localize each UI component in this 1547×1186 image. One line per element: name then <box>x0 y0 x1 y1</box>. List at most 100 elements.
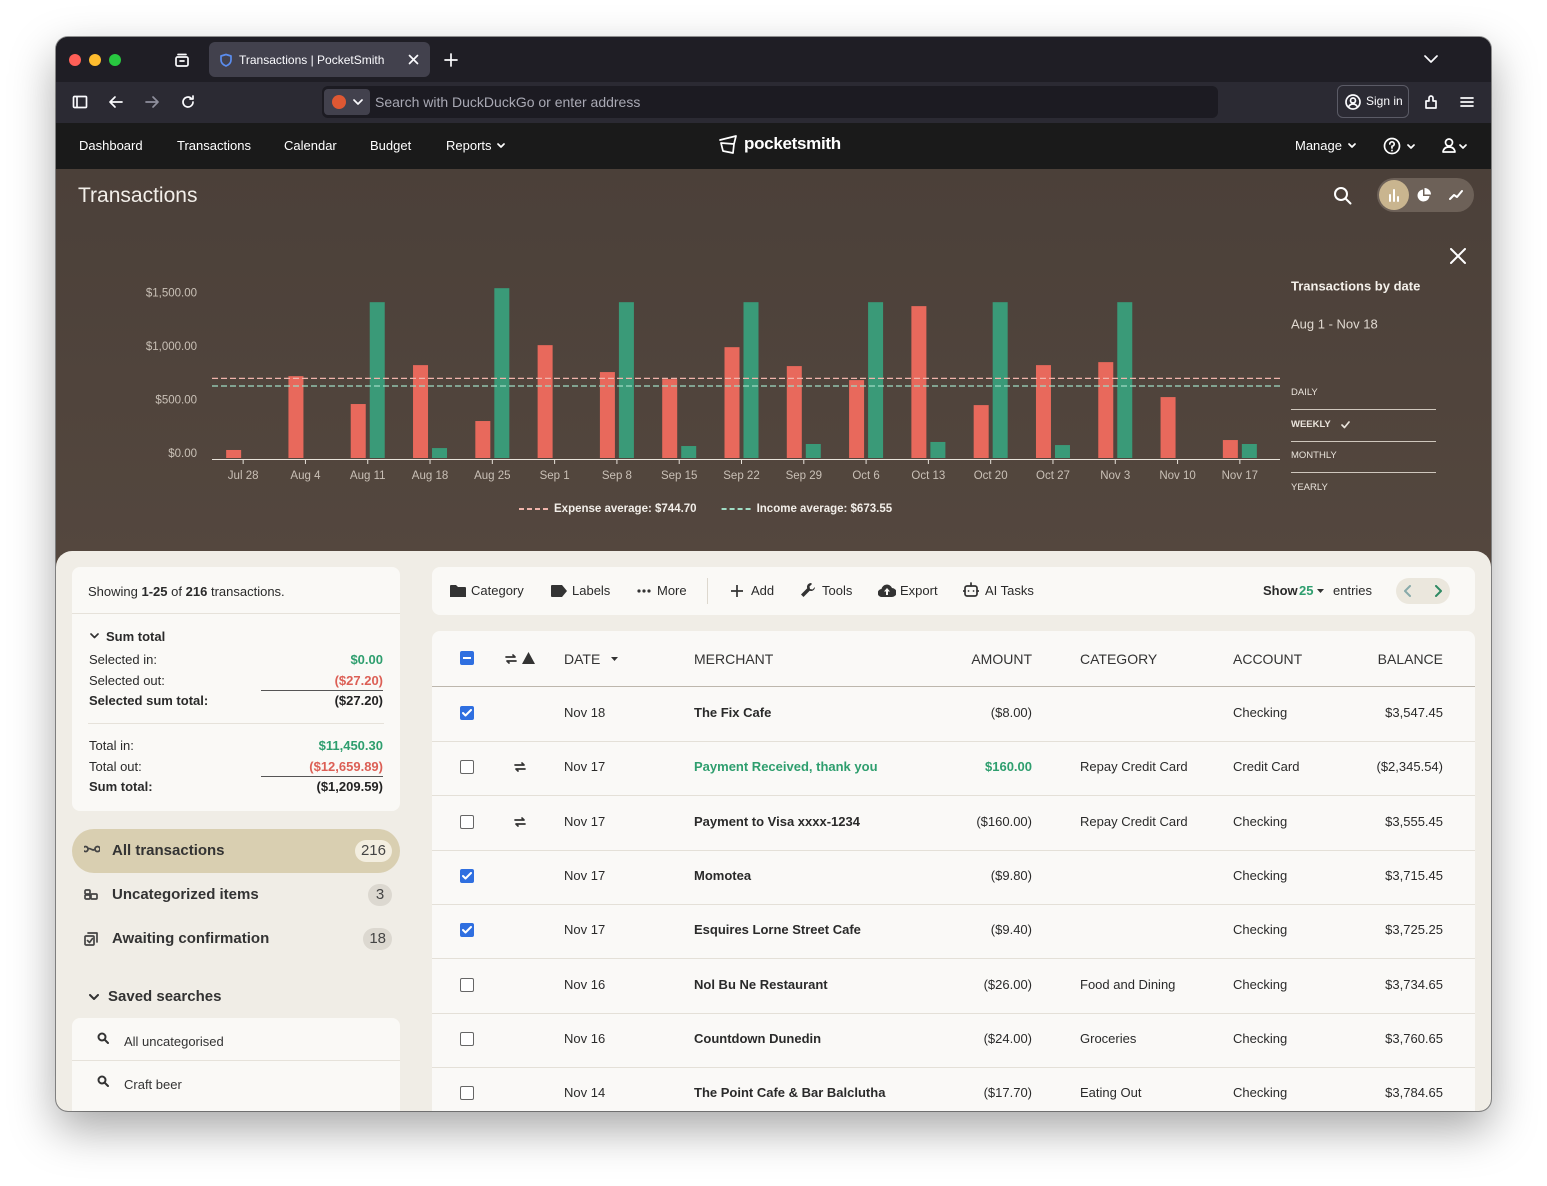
logo-text[interactable]: pocketsmith <box>744 134 841 153</box>
column-header[interactable]: MERCHANT <box>694 651 774 667</box>
labels-icon <box>551 585 567 597</box>
column-header[interactable]: DATE <box>564 651 601 667</box>
minimize-window[interactable] <box>89 54 101 66</box>
help-menu[interactable] <box>1383 137 1415 155</box>
interval-label: YEARLY <box>1291 482 1328 494</box>
cell-balance: $3,784.65 <box>1385 1085 1443 1101</box>
content: Showing 1-25 of 216 transactions. Sum to… <box>56 551 1491 1111</box>
select-all-checkbox[interactable] <box>460 651 474 665</box>
row-checkbox[interactable] <box>460 977 474 992</box>
toolbar-button[interactable]: Export <box>900 583 938 598</box>
search-engine-button[interactable] <box>324 89 370 115</box>
summary-value: ($27.20) <box>334 693 383 708</box>
dropdown-caret <box>353 99 363 105</box>
column-header[interactable]: ACCOUNT <box>1233 651 1303 667</box>
sort-caret[interactable] <box>611 657 618 662</box>
cell-account: Checking <box>1233 813 1288 829</box>
new-tab[interactable] <box>444 53 458 67</box>
filter-item[interactable]: All transactions 216 <box>72 829 400 873</box>
row-checkbox[interactable] <box>460 923 474 938</box>
column-header[interactable]: CATEGORY <box>1080 651 1158 667</box>
column-header[interactable]: BALANCE <box>1377 651 1443 667</box>
nav-item[interactable]: Budget <box>370 138 412 153</box>
nav-item[interactable]: Transactions <box>177 138 251 153</box>
table-row[interactable]: Nov 14 The Point Cafe & Bar Balclutha ($17… <box>432 1067 1475 1111</box>
close-chart[interactable] <box>1450 248 1466 264</box>
prev-page[interactable] <box>1404 585 1412 597</box>
sign-in-label: Sign in <box>1366 94 1403 108</box>
address-bar[interactable]: Search with DuckDuckGo or enter address <box>322 86 1218 118</box>
cell-amount: ($8.00) <box>990 705 1032 720</box>
cell-account: Checking <box>1233 922 1288 938</box>
cell-merchant: Esquires Lorne Street Cafe <box>694 922 861 938</box>
collapse-caret[interactable] <box>90 633 99 640</box>
filter-item[interactable]: Awaiting confirmation 18 <box>72 917 400 961</box>
maximize-window[interactable] <box>109 54 121 66</box>
search-button[interactable] <box>1333 186 1353 206</box>
bar <box>475 421 491 458</box>
table-row[interactable]: Nov 17 Momotea ($9.80) Checking $3,715.45 <box>432 850 1475 905</box>
toolbar-button[interactable]: Labels <box>572 583 611 598</box>
warning-column-icon <box>522 652 535 664</box>
duckduckgo-icon <box>332 95 346 109</box>
sidebar-button[interactable] <box>72 94 88 110</box>
filter-item[interactable]: Uncategorized items 3 <box>72 873 400 917</box>
toolbar-button[interactable]: Add <box>751 583 775 598</box>
pie-chart-button[interactable] <box>1417 188 1431 202</box>
filter-label: Awaiting confirmation <box>112 930 270 947</box>
row-checkbox[interactable] <box>460 1086 474 1101</box>
toolbar-button[interactable]: More <box>657 583 687 598</box>
logo-mark <box>719 135 737 154</box>
collapse-caret[interactable] <box>89 994 99 1001</box>
toolbar-button[interactable]: Category <box>471 583 524 598</box>
interval-option[interactable]: WEEKLY <box>1291 410 1436 442</box>
sign-in-button[interactable]: Sign in <box>1337 85 1409 118</box>
saved-search[interactable]: Craft beer <box>72 1060 400 1103</box>
row-checkbox[interactable] <box>460 868 474 883</box>
separator <box>707 578 708 604</box>
manage-menu[interactable]: Manage <box>1295 138 1342 153</box>
back-button[interactable] <box>108 94 124 110</box>
nav-item[interactable]: Dashboard <box>79 138 143 153</box>
tab-title: Transactions | PocketSmith <box>239 53 385 67</box>
user-menu[interactable] <box>1440 137 1472 155</box>
reload-button[interactable] <box>180 94 196 110</box>
filter-count: 216 <box>354 840 392 862</box>
row-checkbox[interactable] <box>460 814 474 829</box>
saved-searches-heading: Saved searches <box>108 988 222 1005</box>
interval-option[interactable]: DAILY <box>1291 378 1436 410</box>
forward-button[interactable] <box>144 94 160 110</box>
row-checkbox[interactable] <box>460 706 474 720</box>
table-row[interactable]: Nov 17 Esquires Lorne Street Cafe ($9.40) C… <box>432 904 1475 960</box>
interval-option[interactable]: YEARLY <box>1291 473 1436 504</box>
nav-item[interactable]: Calendar <box>284 138 337 153</box>
close-tab[interactable] <box>408 54 419 65</box>
page-size[interactable]: 25 <box>1299 583 1314 598</box>
table-row[interactable]: Nov 16 Nol Bu Ne Restaurant ($26.00) Food a… <box>432 959 1475 1014</box>
menu-button[interactable] <box>1459 94 1475 110</box>
tab-list-icon[interactable] <box>174 52 190 68</box>
table-row[interactable]: Nov 18 The Fix Cafe ($8.00) Checking $3,547.… <box>432 687 1475 742</box>
close-window[interactable] <box>69 54 81 66</box>
toolbar-button[interactable]: Tools <box>822 583 853 598</box>
entries-label: entries <box>1333 583 1373 598</box>
extensions-button[interactable] <box>1423 94 1439 110</box>
row-checkbox[interactable] <box>460 760 474 775</box>
line-chart-button[interactable] <box>1449 189 1463 201</box>
table-row[interactable]: Nov 16 Countdown Dunedin ($24.00) Groceries… <box>432 1013 1475 1068</box>
bar-chart-button[interactable] <box>1379 180 1409 210</box>
tab-overflow[interactable] <box>1424 54 1438 64</box>
table-row[interactable]: Nov 17 Payment to Visa xxxx-1234 ($160.00)… <box>432 796 1475 851</box>
table-row[interactable]: Nov 17 Payment Received, thank you $160.00… <box>432 741 1475 797</box>
cell-amount: ($160.00) <box>976 813 1032 829</box>
column-header[interactable]: AMOUNT <box>971 651 1032 667</box>
row-checkbox[interactable] <box>460 1031 474 1046</box>
cell-merchant: The Fix Cafe <box>694 705 772 720</box>
nav-item[interactable]: Reports <box>446 138 492 153</box>
saved-search[interactable]: All uncategorised <box>72 1018 400 1060</box>
next-page[interactable] <box>1434 585 1442 597</box>
active-tab[interactable]: Transactions | PocketSmith <box>209 42 430 77</box>
interval-option[interactable]: MONTHLY <box>1291 441 1436 474</box>
toolbar-button[interactable]: AI Tasks <box>985 583 1034 598</box>
x-tick-label: Oct 27 <box>1036 470 1070 482</box>
